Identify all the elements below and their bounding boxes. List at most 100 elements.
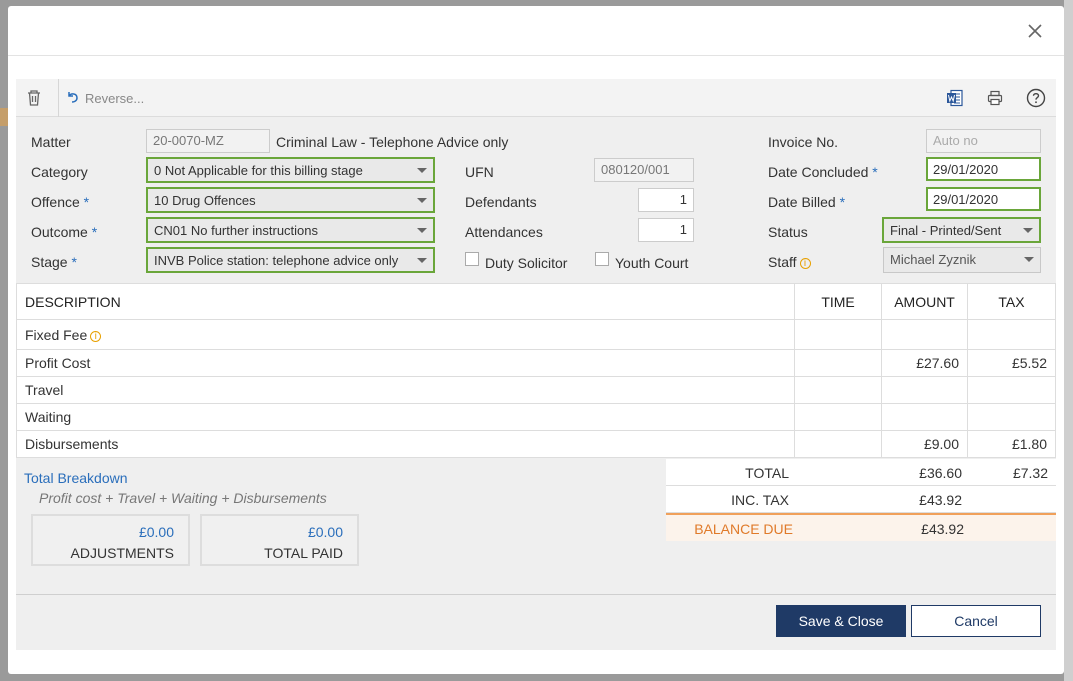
totals-block: TOTAL £36.60 £7.32 INC. TAX £43.92 BALAN… (666, 459, 1056, 541)
offence-label: Offence * (31, 194, 90, 210)
summary-section: Total Breakdown Profit cost + Travel + W… (16, 459, 1056, 566)
defendants-label: Defendants (465, 194, 537, 210)
row-time (794, 376, 883, 404)
table-row: Profit Cost £27.60 £5.52 (15, 349, 1056, 377)
info-icon: i (799, 258, 811, 269)
row-tax (967, 403, 1056, 431)
reverse-button[interactable]: Reverse... (66, 87, 144, 109)
column-header-tax: TAX (967, 283, 1056, 320)
table-header-row: DESCRIPTION TIME AMOUNT TAX (15, 283, 1056, 320)
total-paid-label: TOTAL PAID (264, 545, 343, 561)
date-billed-input[interactable]: 29/01/2020 (926, 187, 1041, 211)
outcome-value: CN01 No further instructions (154, 223, 319, 238)
status-label: Status (768, 224, 808, 240)
row-tax: £5.52 (967, 349, 1056, 377)
balance-due-amount: £43.92 (921, 521, 964, 537)
total-paid-value: £0.00 (307, 524, 343, 540)
table-row: Disbursements £9.00 £1.80 (15, 430, 1056, 458)
inc-tax-amount: £43.92 (919, 492, 962, 508)
close-icon[interactable] (1024, 20, 1046, 42)
table-row: Travel (15, 376, 1056, 404)
invoice-no-label: Invoice No. (768, 134, 839, 150)
total-tax: £7.32 (1012, 465, 1048, 481)
chevron-down-icon (417, 258, 427, 263)
category-value: 0 Not Applicable for this billing stage (154, 163, 363, 178)
defendants-input[interactable]: 1 (638, 188, 694, 212)
adjustments-label: ADJUSTMENTS (70, 545, 174, 561)
row-amount (881, 319, 969, 350)
outcome-select[interactable]: CN01 No further instructions (146, 217, 435, 243)
row-amount (881, 403, 969, 431)
row-description: Disbursements (15, 430, 796, 458)
youth-court-checkbox[interactable] (595, 252, 609, 266)
status-value: Final - Printed/Sent (890, 223, 1002, 238)
duty-solicitor-label: Duty Solicitor (485, 255, 568, 271)
adjustments-box[interactable]: £0.00 ADJUSTMENTS (31, 514, 190, 566)
table-row: Waiting (15, 403, 1056, 431)
invoice-dialog: Reverse... Matter 20-0070-MZ Criminal La… (8, 6, 1064, 674)
matter-field: 20-0070-MZ (146, 129, 270, 153)
row-time (794, 349, 883, 377)
trash-icon[interactable] (26, 87, 42, 109)
cancel-button[interactable]: Cancel (911, 605, 1041, 637)
category-select[interactable]: 0 Not Applicable for this billing stage (146, 157, 435, 183)
info-icon: i (90, 330, 102, 342)
date-billed-label: Date Billed * (768, 194, 846, 210)
stage-select[interactable]: INVB Police station: telephone advice on… (146, 247, 435, 273)
background-app-marker (0, 108, 8, 126)
footer-divider (16, 594, 1056, 595)
reverse-label: Reverse... (85, 90, 145, 106)
chevron-down-icon (417, 198, 427, 203)
attendances-input[interactable]: 1 (638, 218, 694, 242)
chevron-down-icon (417, 228, 427, 233)
ufn-label: UFN (465, 164, 494, 180)
stage-label: Stage * (31, 254, 77, 270)
total-row: TOTAL £36.60 £7.32 (666, 459, 1056, 486)
toolbar-separator (58, 79, 59, 117)
category-label: Category (31, 164, 88, 180)
inc-tax-label: INC. TAX (731, 492, 789, 508)
offence-value: 10 Drug Offences (154, 193, 256, 208)
dialog-header (8, 6, 1064, 56)
inc-tax-row: INC. TAX £43.92 (666, 486, 1056, 513)
duty-solicitor-checkbox[interactable] (465, 252, 479, 266)
column-header-description: DESCRIPTION (15, 283, 796, 320)
matter-description: Criminal Law - Telephone Advice only (276, 134, 509, 150)
total-paid-box[interactable]: £0.00 TOTAL PAID (200, 514, 359, 566)
row-tax (967, 319, 1056, 350)
total-breakdown-link[interactable]: Total Breakdown (24, 470, 128, 486)
print-icon[interactable] (987, 87, 1003, 109)
help-icon[interactable] (1026, 87, 1046, 109)
chevron-down-icon (417, 168, 427, 173)
fees-table: DESCRIPTION TIME AMOUNT TAX Fixed Fee i P… (15, 283, 1056, 458)
row-description: Profit Cost (15, 349, 796, 377)
undo-icon (66, 90, 80, 107)
row-time (794, 319, 883, 350)
date-concluded-label: Date Concluded * (768, 164, 878, 180)
word-export-icon[interactable] (946, 87, 964, 109)
balance-due-row: BALANCE DUE £43.92 (666, 513, 1056, 541)
staff-select[interactable]: Michael Zyznik (883, 247, 1041, 273)
staff-label: Staff i (768, 254, 811, 270)
attendances-label: Attendances (465, 224, 543, 240)
total-amount: £36.60 (919, 465, 962, 481)
invoice-panel: Reverse... Matter 20-0070-MZ Criminal La… (15, 79, 1056, 650)
outcome-label: Outcome * (31, 224, 98, 240)
row-time (794, 430, 883, 458)
total-label: TOTAL (745, 465, 789, 481)
invoice-no-field: Auto no (926, 129, 1041, 153)
offence-select[interactable]: 10 Drug Offences (146, 187, 435, 213)
invoice-form: Matter 20-0070-MZ Criminal Law - Telepho… (16, 117, 1056, 283)
stage-value: INVB Police station: telephone advice on… (154, 253, 399, 268)
table-row: Fixed Fee i (15, 319, 1056, 350)
chevron-down-icon (1024, 257, 1034, 262)
date-concluded-input[interactable]: 29/01/2020 (926, 157, 1041, 181)
toolbar: Reverse... (16, 79, 1056, 117)
column-header-time: TIME (794, 283, 883, 320)
status-select[interactable]: Final - Printed/Sent (882, 217, 1041, 243)
save-close-button[interactable]: Save & Close (776, 605, 906, 637)
chevron-down-icon (1023, 228, 1033, 233)
row-description: Travel (15, 376, 796, 404)
staff-value: Michael Zyznik (890, 252, 976, 267)
adjustments-value: £0.00 (138, 524, 174, 540)
